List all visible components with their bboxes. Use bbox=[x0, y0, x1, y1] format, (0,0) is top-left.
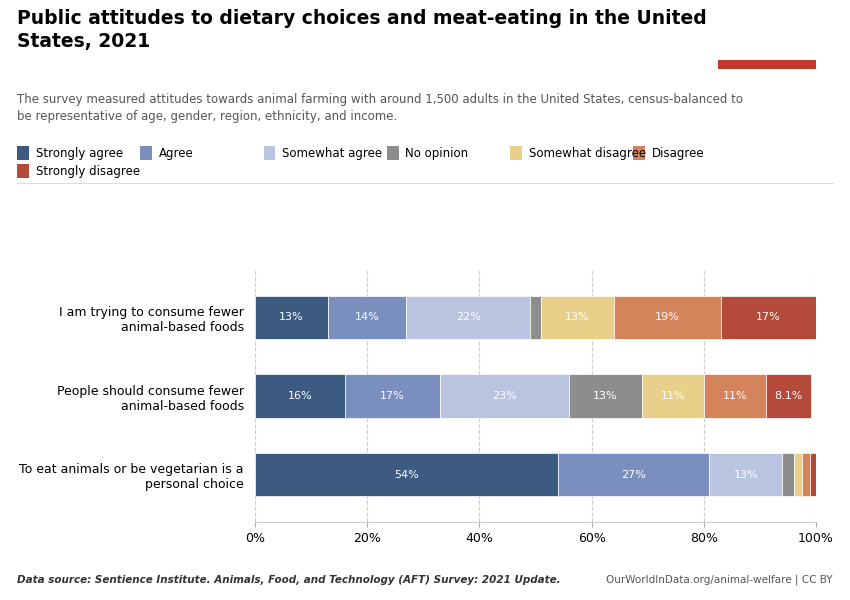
Text: 17%: 17% bbox=[380, 391, 405, 401]
Bar bbox=[345, 374, 440, 418]
Bar bbox=[255, 296, 328, 339]
Text: in Data: in Data bbox=[745, 40, 790, 49]
Bar bbox=[406, 296, 530, 339]
Bar bbox=[802, 453, 810, 496]
Bar bbox=[794, 453, 802, 496]
Text: Public attitudes to dietary choices and meat-eating in the United
States, 2021: Public attitudes to dietary choices and … bbox=[17, 9, 706, 52]
Text: 8.1%: 8.1% bbox=[774, 391, 802, 401]
Text: 19%: 19% bbox=[655, 312, 680, 322]
Text: 17%: 17% bbox=[756, 312, 780, 322]
Bar bbox=[440, 374, 570, 418]
Text: The survey measured attitudes towards animal farming with around 1,500 adults in: The survey measured attitudes towards an… bbox=[17, 93, 743, 123]
Bar bbox=[721, 296, 816, 339]
Text: Our World: Our World bbox=[735, 21, 799, 31]
Text: Strongly disagree: Strongly disagree bbox=[36, 164, 139, 178]
Bar bbox=[704, 374, 766, 418]
Bar bbox=[255, 374, 345, 418]
Text: 13%: 13% bbox=[593, 391, 618, 401]
Bar bbox=[718, 60, 816, 69]
Bar bbox=[710, 453, 782, 496]
Text: 22%: 22% bbox=[456, 312, 480, 322]
Text: 14%: 14% bbox=[354, 312, 380, 322]
Text: Strongly agree: Strongly agree bbox=[36, 146, 122, 160]
Text: 16%: 16% bbox=[287, 391, 312, 401]
Text: Somewhat disagree: Somewhat disagree bbox=[529, 146, 646, 160]
Text: 13%: 13% bbox=[734, 470, 758, 480]
Bar bbox=[530, 296, 541, 339]
Bar bbox=[642, 374, 704, 418]
Text: 54%: 54% bbox=[394, 470, 419, 480]
Bar bbox=[766, 374, 811, 418]
Bar bbox=[255, 453, 558, 496]
Bar bbox=[782, 453, 794, 496]
Bar bbox=[570, 374, 642, 418]
Text: OurWorldInData.org/animal-welfare | CC BY: OurWorldInData.org/animal-welfare | CC B… bbox=[607, 575, 833, 585]
Bar bbox=[614, 296, 721, 339]
Text: 13%: 13% bbox=[565, 312, 590, 322]
Text: Disagree: Disagree bbox=[652, 146, 705, 160]
Bar bbox=[810, 453, 816, 496]
Bar bbox=[541, 296, 614, 339]
Text: 13%: 13% bbox=[279, 312, 303, 322]
Text: 27%: 27% bbox=[621, 470, 646, 480]
Text: Agree: Agree bbox=[159, 146, 194, 160]
Bar bbox=[558, 453, 710, 496]
Text: 11%: 11% bbox=[660, 391, 685, 401]
Text: Data source: Sentience Institute. Animals, Food, and Technology (AFT) Survey: 20: Data source: Sentience Institute. Animal… bbox=[17, 575, 561, 585]
Bar bbox=[328, 296, 406, 339]
Text: 23%: 23% bbox=[492, 391, 517, 401]
Text: Somewhat agree: Somewhat agree bbox=[282, 146, 382, 160]
Text: No opinion: No opinion bbox=[405, 146, 468, 160]
Text: 11%: 11% bbox=[722, 391, 747, 401]
